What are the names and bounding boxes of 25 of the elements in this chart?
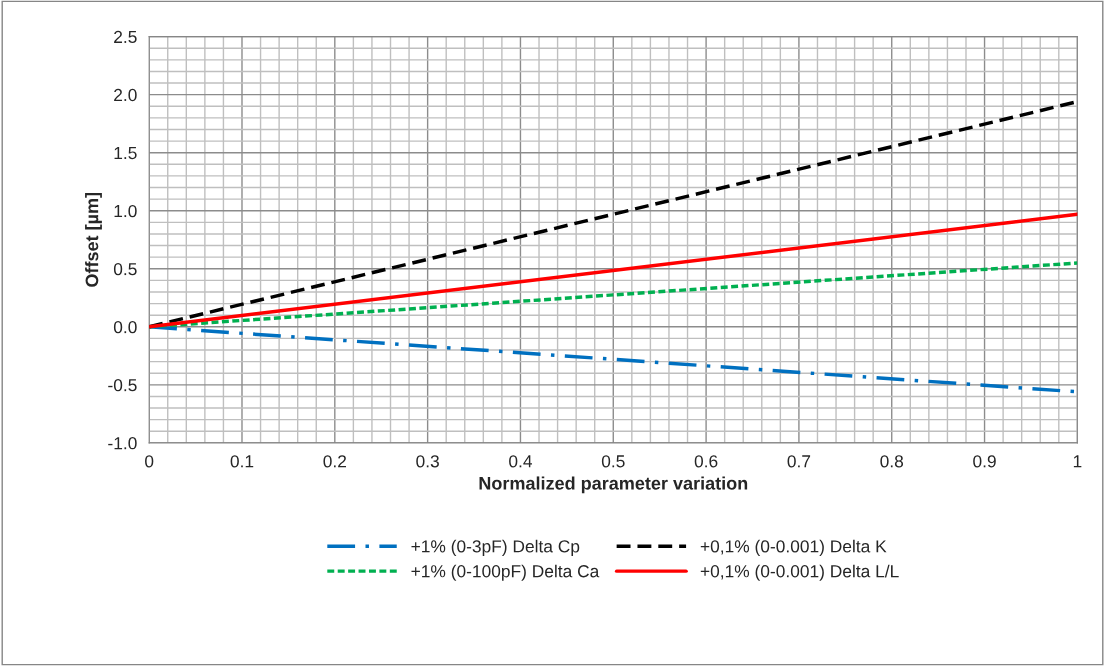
- x-tick-label: 0.7: [787, 455, 811, 468]
- y-tick-label: 1.5: [114, 147, 137, 160]
- x-tick-label: 0.6: [694, 455, 718, 468]
- x-tick-label: 0.3: [416, 455, 439, 468]
- y-tick-label: -0.5: [108, 379, 137, 392]
- x-tick-label: 1: [1073, 455, 1082, 468]
- y-tick-label: 1.0: [114, 204, 137, 218]
- y-tick-label: 0.0: [113, 320, 137, 334]
- x-tick-label: 0.4: [509, 455, 533, 468]
- y-tick-label: -1.0: [108, 437, 137, 450]
- y-axis-title: Offset [µm]: [85, 192, 102, 287]
- x-tick-label: 0.9: [973, 455, 996, 468]
- x-axis-title: Normalized parameter variation: [479, 476, 748, 494]
- x-tick-label: 0: [145, 455, 154, 468]
- y-tick-label: 2.0: [114, 88, 137, 102]
- legend-label: +1% (0-3pF) Delta Cp: [411, 539, 580, 556]
- x-tick-label: 0.5: [601, 455, 625, 468]
- legend-label: +1% (0-100pF) Delta Ca: [411, 564, 600, 581]
- y-tick-label: 2.5: [114, 30, 137, 44]
- y-tick-label: 0.5: [113, 262, 137, 276]
- legend-label: +0,1% (0-0.001) Delta L/L: [700, 564, 899, 581]
- x-tick-label: 0.1: [230, 455, 254, 468]
- legend-label: +0,1% (0-0.001) Delta K: [700, 539, 887, 556]
- x-tick-label: 0.2: [323, 455, 347, 468]
- x-tick-label: 0.8: [880, 455, 904, 468]
